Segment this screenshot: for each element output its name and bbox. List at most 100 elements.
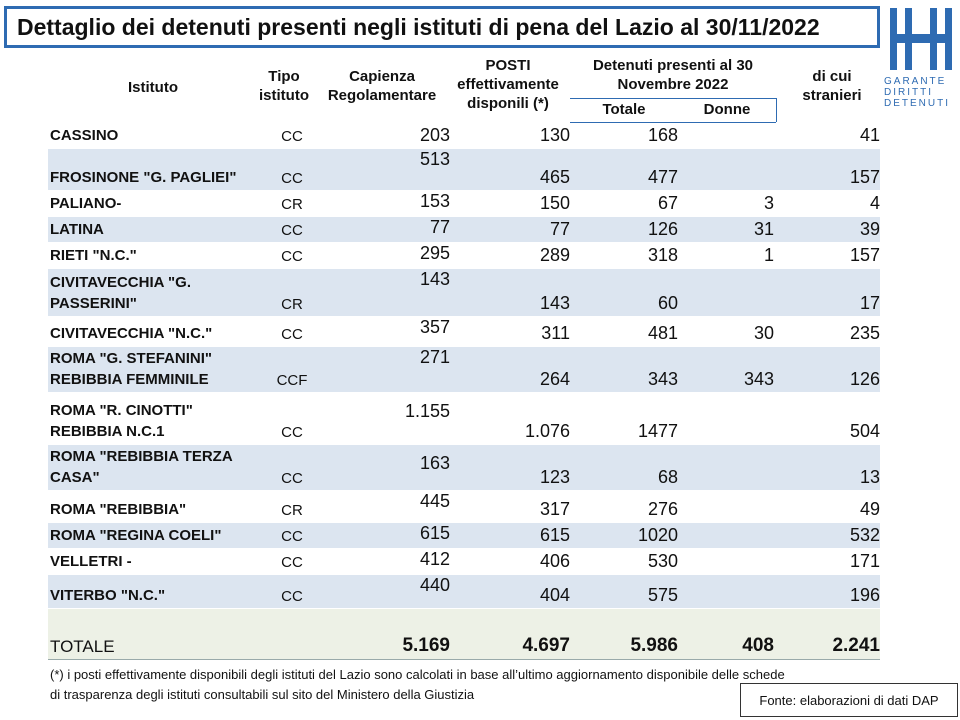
tipo-cell: CC xyxy=(281,554,303,571)
istituto-cell: VELLETRI - xyxy=(50,553,132,570)
capienza-cell: 1.155 xyxy=(404,401,450,421)
posti-cell: 406 xyxy=(539,551,570,571)
istituto-cell: ROMA "R. CINOTTI" REBIBBIA N.C.1 xyxy=(50,402,193,440)
table-row: RIETI "N.C." CC 295 289 318 1 157 xyxy=(48,242,880,268)
table-header: Istituto Tipo istituto Capienza Regolame… xyxy=(48,54,880,124)
header-capienza-line: Regolamentare xyxy=(327,87,437,104)
capienza-cell: 271 xyxy=(419,347,450,367)
totale-cell: 477 xyxy=(647,167,678,187)
logo-line: DETENUTI xyxy=(884,98,950,109)
header-capienza-line: Capienza xyxy=(349,68,415,85)
tipo-cell: CC xyxy=(281,222,303,239)
table-row: CIVITAVECCHIA "G. PASSERINI" CR 143 143 … xyxy=(48,268,880,316)
posti-cell: 615 xyxy=(539,525,570,545)
tipo-cell: CC xyxy=(281,424,303,441)
posti-cell: 123 xyxy=(539,467,570,487)
istituto-cell: CASSINO xyxy=(50,127,119,144)
totale-cell: 168 xyxy=(647,125,678,145)
tipo-cell: CR xyxy=(281,196,303,213)
posti-cell: 77 xyxy=(549,219,570,239)
header-detenuti: Detenuti presenti al 30 Novembre 2022 xyxy=(570,56,776,94)
header-detenuti-line: Novembre 2022 xyxy=(617,76,729,93)
header-stranieri-line: di cui xyxy=(812,68,852,85)
capienza-cell: 357 xyxy=(419,317,450,337)
posti-cell: 404 xyxy=(539,585,570,605)
table-row: ROMA "REGINA COELI" CC 615 615 1020 532 xyxy=(48,522,880,548)
logo-line: GARANTE xyxy=(884,76,947,87)
tipo-cell: CC xyxy=(281,128,303,145)
posti-cell: 130 xyxy=(539,125,570,145)
stranieri-cell: 39 xyxy=(859,219,880,239)
istituto-cell: ROMA "G. STEFANINI" REBIBBIA FEMMINILE xyxy=(50,350,213,388)
total-capienza: 5.169 xyxy=(402,635,450,656)
istituto-cell: CIVITAVECCHIA "G. PASSERINI" xyxy=(50,274,192,312)
donne-cell: 30 xyxy=(753,323,774,343)
totale-cell: 318 xyxy=(647,245,678,265)
header-donne: Donne xyxy=(703,101,751,118)
capienza-cell: 615 xyxy=(419,523,450,543)
stranieri-cell: 4 xyxy=(869,193,880,213)
tipo-cell: CC xyxy=(281,588,303,605)
posti-cell: 289 xyxy=(539,245,570,265)
posti-cell: 143 xyxy=(539,293,570,313)
table-row: ROMA "R. CINOTTI" REBIBBIA N.C.1 CC 1.15… xyxy=(48,392,880,444)
istituto-cell: ROMA "REBIBBIA" xyxy=(50,501,187,518)
table-row: PALIANO- CR 153 150 67 3 4 xyxy=(48,190,880,216)
header-detenuti-line: Detenuti presenti al 30 xyxy=(592,57,754,74)
header-tipo-line: Tipo xyxy=(268,68,300,85)
posti-cell: 311 xyxy=(541,323,570,343)
totale-cell: 276 xyxy=(647,499,678,519)
istituto-cell: CIVITAVECCHIA "N.C." xyxy=(50,325,213,342)
totale-cell: 343 xyxy=(647,369,678,389)
stranieri-cell: 13 xyxy=(859,467,880,487)
totale-cell: 126 xyxy=(647,219,678,239)
header-posti-line: effettivamente xyxy=(457,76,559,93)
istituto-cell: ROMA "REBIBBIA TERZA CASA" xyxy=(50,448,233,486)
header-divider xyxy=(570,122,776,123)
istituto-cell: VITERBO "N.C." xyxy=(50,587,166,604)
table-row: ROMA "REBIBBIA TERZA CASA" CC 163 123 68… xyxy=(48,444,880,490)
posti-cell: 150 xyxy=(539,193,570,213)
totale-cell: 481 xyxy=(647,323,678,343)
table-row: ROMA "REBIBBIA" CR 445 317 276 49 xyxy=(48,490,880,522)
capienza-cell: 513 xyxy=(419,149,450,169)
stranieri-cell: 17 xyxy=(859,293,880,313)
posti-cell: 317 xyxy=(539,499,570,519)
tipo-cell: CC xyxy=(281,470,303,487)
istituto-cell: PALIANO- xyxy=(50,195,122,212)
header-posti-line: disponili (*) xyxy=(467,95,549,112)
header-totale: Totale xyxy=(602,101,646,118)
stranieri-cell: 49 xyxy=(859,499,880,519)
donne-cell: 3 xyxy=(763,193,774,213)
posti-cell: 264 xyxy=(539,369,570,389)
table-row: VITERBO "N.C." CC 440 404 575 196 xyxy=(48,574,880,608)
totale-cell: 68 xyxy=(657,467,678,487)
capienza-cell: 440 xyxy=(419,575,450,595)
istituto-cell: RIETI "N.C." xyxy=(50,247,137,264)
posti-cell: 465 xyxy=(539,167,570,187)
tipo-cell: CC xyxy=(281,248,303,265)
source-note: Fonte: elaborazioni di dati DAP xyxy=(740,683,958,717)
logo-line: DIRITTI xyxy=(884,87,933,98)
table-row: FROSINONE "G. PAGLIEI" CC 513 465 477 15… xyxy=(48,148,880,190)
header-divider xyxy=(776,98,777,122)
logo-text: GARANTE DIRITTI DETENUTI xyxy=(884,76,958,109)
totale-cell: 575 xyxy=(647,585,678,605)
donne-cell: 343 xyxy=(743,369,774,389)
table-row: ROMA "G. STEFANINI" REBIBBIA FEMMINILE C… xyxy=(48,346,880,392)
header-stranieri-line: stranieri xyxy=(802,87,862,104)
posti-cell: 1.076 xyxy=(524,421,570,441)
header-posti-line: POSTI xyxy=(485,57,531,74)
total-totale: 5.986 xyxy=(630,635,678,656)
tipo-cell: CR xyxy=(281,296,303,313)
total-posti: 4.697 xyxy=(522,635,570,656)
stranieri-cell: 235 xyxy=(849,323,880,343)
capienza-cell: 163 xyxy=(419,453,450,473)
capienza-cell: 143 xyxy=(419,269,450,289)
stranieri-cell: 157 xyxy=(849,167,880,187)
stranieri-cell: 504 xyxy=(849,421,880,441)
table-row: LATINA CC 77 77 126 31 39 xyxy=(48,216,880,242)
stranieri-cell: 171 xyxy=(849,551,880,571)
capienza-cell: 153 xyxy=(419,191,450,211)
donne-cell: 31 xyxy=(753,219,774,239)
